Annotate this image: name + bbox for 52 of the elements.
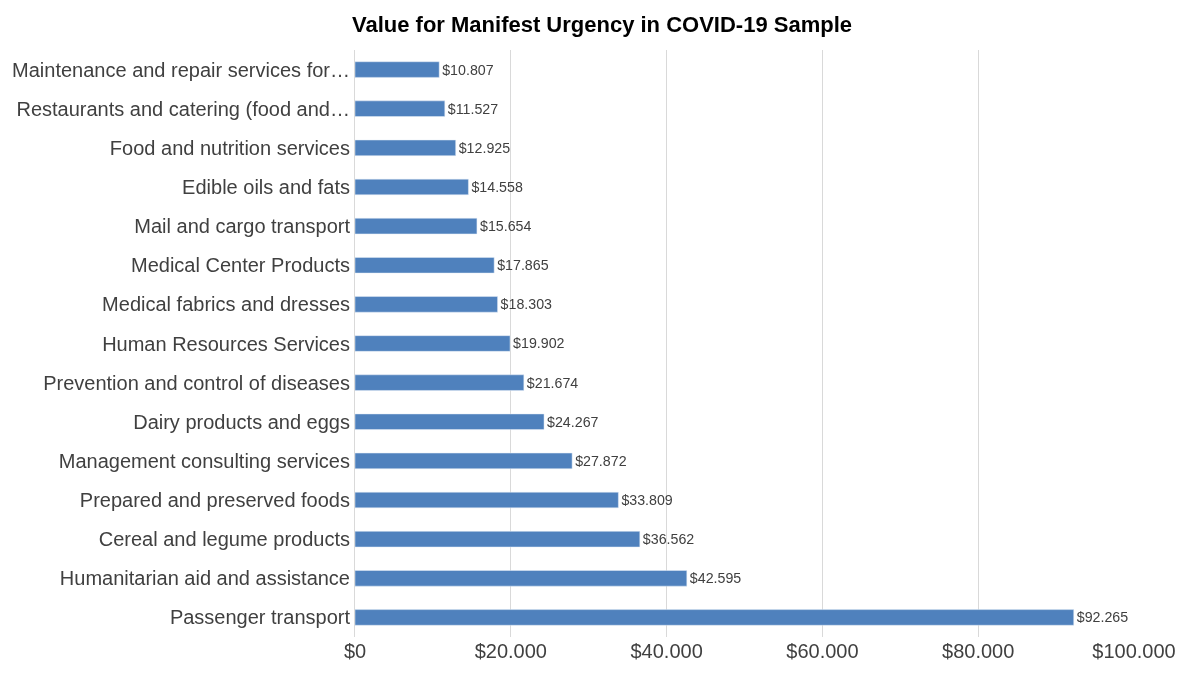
chart-title: Value for Manifest Urgency in COVID-19 Sample	[351, 12, 853, 38]
bar	[355, 100, 446, 117]
y-tick-label: Humanitarian aid and assistance	[59, 567, 350, 590]
data-label: $14.558	[471, 178, 523, 195]
x-tick-label: $20.000	[474, 640, 547, 662]
bar	[355, 335, 511, 352]
y-tick-label: Edible oils and fats	[182, 175, 350, 198]
y-tick-label: Cereal and legume products	[98, 528, 350, 551]
y-tick-label: Medical Center Products	[131, 254, 350, 277]
data-label: $11.527	[447, 100, 499, 117]
bar	[355, 374, 525, 391]
bar	[355, 531, 641, 548]
y-tick-label: Mail and cargo transport	[134, 215, 351, 238]
y-tick-label: Human Resources Services	[102, 332, 350, 355]
y-tick-label: Restaurants and catering (food and…	[16, 97, 350, 120]
data-label: $18.303	[500, 296, 553, 313]
data-label: $92.265	[1076, 609, 1129, 626]
y-tick-label: Passenger transport	[169, 606, 351, 629]
y-tick-label: Prepared and preserved foods	[79, 489, 350, 512]
x-tick-label: $0	[343, 640, 367, 662]
x-tick-label: $60.000	[786, 640, 859, 662]
bar	[355, 609, 1074, 626]
data-label: $36.562	[642, 531, 695, 548]
data-label: $15.654	[479, 218, 532, 235]
bar	[355, 139, 456, 156]
data-label: $21.674	[526, 374, 579, 391]
y-tick-label: Food and nutrition services	[109, 136, 350, 159]
bar	[355, 491, 619, 509]
data-label: $10.807	[442, 61, 494, 78]
y-tick-label: Maintenance and repair services for…	[12, 58, 350, 81]
data-label: $17.865	[497, 257, 549, 274]
bar	[355, 413, 545, 430]
y-tick-label: Management consulting services	[58, 449, 350, 472]
data-label: $42.595	[689, 570, 742, 587]
x-tick-label: $80.000	[942, 640, 1015, 662]
bar	[355, 257, 495, 274]
x-tick-label: $40.000	[630, 640, 703, 662]
y-tick-label: Medical fabrics and dresses	[102, 293, 350, 316]
x-tick-label: $100.000	[1092, 640, 1176, 662]
bar	[355, 452, 573, 469]
data-label: $19.902	[513, 335, 565, 352]
bar	[355, 61, 440, 78]
bar	[355, 296, 498, 313]
bar	[355, 178, 469, 196]
y-tick-label: Dairy products and eggs	[133, 410, 350, 433]
bar	[355, 218, 478, 235]
bar	[355, 570, 688, 587]
data-label: $33.809	[621, 492, 673, 509]
data-label: $27.872	[575, 452, 627, 469]
data-label: $24.267	[547, 413, 599, 430]
data-label: $12.925	[458, 139, 511, 156]
y-tick-label: Prevention and control of diseases	[43, 371, 350, 394]
